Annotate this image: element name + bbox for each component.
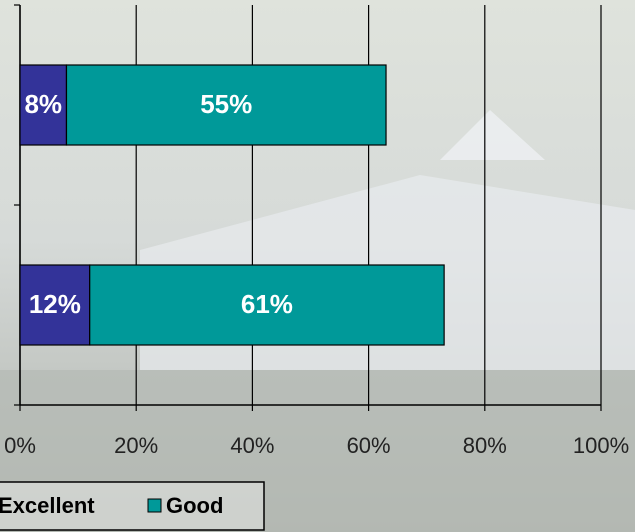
x-tick-label: 60% xyxy=(347,433,391,458)
bar xyxy=(89,264,445,346)
x-tick-label: 20% xyxy=(114,433,158,458)
x-tick-label: 40% xyxy=(230,433,274,458)
legend-label: Good xyxy=(166,493,223,518)
value-label: 8% xyxy=(24,89,62,119)
background-ground xyxy=(0,370,635,532)
bar xyxy=(19,264,91,346)
bar xyxy=(19,64,68,146)
background-cupola xyxy=(440,110,545,160)
legend-label: Excellent xyxy=(0,493,95,518)
x-tick-label: 0% xyxy=(4,433,36,458)
legend-swatch xyxy=(147,498,162,513)
legend-box xyxy=(0,481,265,531)
value-label: 12% xyxy=(29,289,81,319)
legend xyxy=(0,481,265,531)
x-tick-label: 80% xyxy=(463,433,507,458)
x-tick-label: 100% xyxy=(573,433,629,458)
bar xyxy=(65,64,387,146)
value-label: 55% xyxy=(200,89,252,119)
value-label: 61% xyxy=(241,289,293,319)
